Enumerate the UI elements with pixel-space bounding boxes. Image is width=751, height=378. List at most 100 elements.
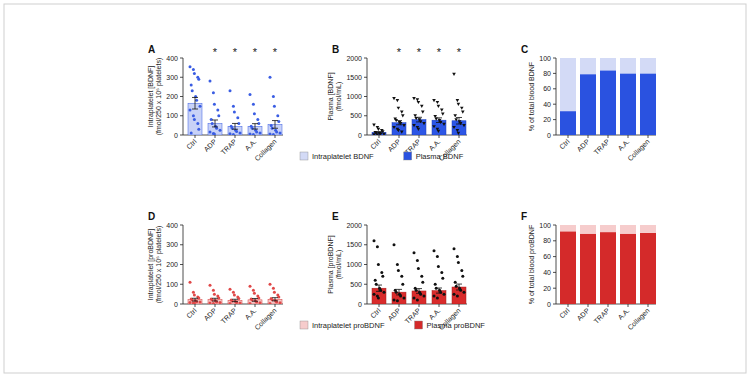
data-point [275, 131, 278, 134]
y-tick [553, 104, 556, 105]
data-point [380, 271, 383, 274]
bar-segment [640, 73, 656, 135]
data-point [270, 124, 273, 127]
data-point [413, 251, 416, 254]
x-tick [419, 304, 420, 307]
x-tick-label: A.A. [243, 307, 257, 321]
plot-area [188, 65, 282, 135]
x-tick [588, 304, 589, 307]
error-cap [232, 123, 238, 124]
y-tick-label: 40 [543, 269, 551, 276]
x-tick [568, 135, 569, 138]
error-cap [272, 300, 278, 301]
panel-a: A0100200300400Intraplatelet [BDNF](fmol/… [147, 44, 283, 163]
data-point [413, 297, 416, 300]
error-bar [456, 117, 462, 124]
error-stem [399, 289, 400, 295]
x-tick-label: ADP [387, 138, 402, 153]
x-tick [215, 304, 216, 307]
y-tick-label: 1000 [346, 261, 362, 268]
x-tick-label: Collagen [626, 138, 651, 163]
legend: Intraplatelet proBDNFPlasma proBDNF [300, 321, 485, 330]
data-point [393, 243, 396, 246]
error-cap [212, 119, 218, 120]
y-axis-label: % of total blood proBDNF [528, 225, 536, 304]
data-point [463, 291, 466, 294]
y-tick-label: 20 [543, 285, 551, 292]
y-tick-label: 100 [539, 222, 551, 229]
error-cap [252, 129, 258, 130]
data-point [454, 118, 458, 121]
error-cap [436, 122, 442, 123]
data-point [457, 261, 460, 264]
error-stem [255, 298, 256, 301]
data-point [397, 107, 401, 110]
error-bar [376, 132, 382, 134]
error-stem [255, 124, 256, 129]
data-point [191, 89, 194, 92]
x-tick-label: A.A. [616, 307, 630, 321]
data-point [213, 133, 216, 135]
y-tick [364, 135, 367, 136]
panel-letter: D [148, 211, 155, 222]
data-point [250, 298, 253, 301]
error-cap [376, 285, 382, 286]
x-tick-label: ADP [387, 307, 402, 322]
data-point [193, 72, 196, 75]
data-point [189, 65, 192, 68]
y-tick-label: 2000 [346, 222, 362, 229]
x-tick-label: TRAP [593, 138, 611, 156]
error-stem [419, 117, 420, 122]
y-tick [364, 96, 367, 97]
legend-label: Plasma BDNF [416, 152, 464, 161]
panel-b: B0500100015002000Plasma [BDNF](fmol/mL)C… [327, 44, 467, 163]
panel-letter: E [332, 211, 339, 222]
legend-label: Plasma proBDNF [427, 321, 486, 330]
bar-segment [620, 73, 636, 135]
bar-segment [560, 231, 576, 304]
x-tick-label: ADP [203, 307, 218, 322]
panel-f: F020406080100% of total blood proBDNFCtr… [521, 211, 656, 332]
annotation: * [233, 46, 238, 58]
panel-c: C020406080100% of total blood BDNFCtrlAD… [521, 44, 656, 163]
x-tick [608, 135, 609, 138]
data-point [396, 299, 399, 302]
x-tick [439, 135, 440, 138]
error-bar [232, 123, 238, 129]
data-point [453, 247, 456, 250]
error-bar [252, 124, 258, 129]
data-point [209, 80, 212, 83]
data-point [403, 297, 406, 300]
x-tick [439, 304, 440, 307]
error-bar [416, 117, 422, 122]
bar-segment [640, 225, 656, 233]
data-point [452, 126, 456, 129]
data-point [190, 83, 193, 86]
error-stem [379, 285, 380, 291]
data-point [432, 125, 436, 128]
data-point [412, 97, 416, 100]
data-point [456, 295, 459, 298]
data-point [400, 131, 404, 134]
error-cap [252, 298, 258, 299]
error-cap [212, 301, 218, 302]
data-point [453, 114, 457, 117]
data-point [253, 292, 256, 295]
data-point [253, 112, 256, 115]
y-tick-label: 400 [166, 55, 178, 62]
panel-letter: C [521, 44, 528, 55]
bar-segment [580, 58, 596, 74]
x-tick [628, 304, 629, 307]
error-cap [232, 129, 238, 130]
error-stem [195, 298, 196, 301]
data-point [216, 108, 219, 111]
error-cap [436, 117, 442, 118]
y-axis-label: Plasma [proBDNF](fmol/mL) [327, 235, 343, 293]
data-point [212, 91, 215, 94]
data-point [232, 133, 235, 135]
data-point [212, 289, 215, 292]
plot-area [560, 225, 656, 304]
error-cap [396, 120, 402, 121]
data-point [189, 108, 192, 111]
y-tick [180, 304, 183, 305]
